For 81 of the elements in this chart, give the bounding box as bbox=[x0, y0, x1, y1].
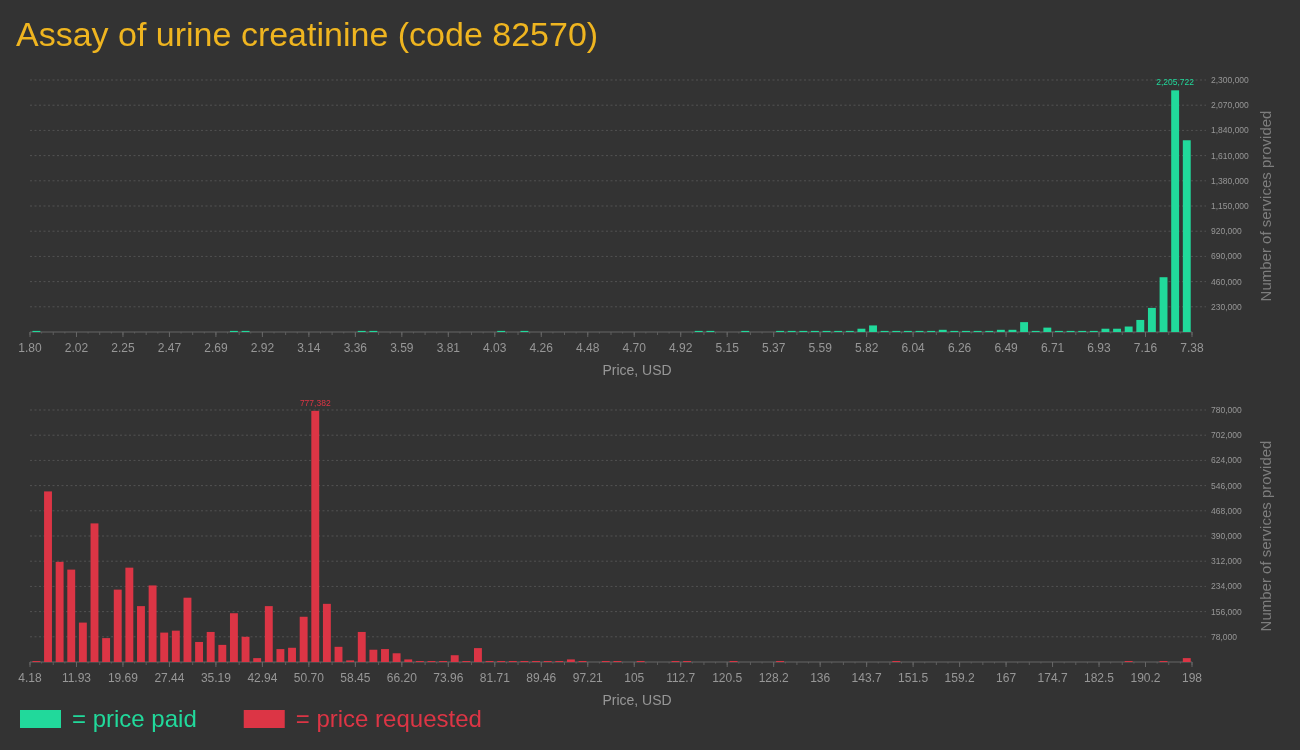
x-tick-label: 5.37 bbox=[762, 341, 786, 355]
x-tick-label: 2.47 bbox=[157, 341, 182, 355]
x-tick-label: 6.26 bbox=[947, 341, 972, 355]
legend-label: = price paid bbox=[72, 705, 197, 732]
chart-title: Assay of urine creatinine (code 82570) bbox=[16, 15, 599, 53]
x-tick-label: 174.7 bbox=[1037, 671, 1068, 685]
y-axis-title: Number of services provided bbox=[1256, 110, 1274, 302]
x-tick-label: 6.04 bbox=[901, 341, 926, 355]
x-tick-label: 97.21 bbox=[572, 671, 604, 685]
x-tick-label: 7.16 bbox=[1133, 341, 1158, 355]
x-tick-label: 89.46 bbox=[526, 671, 557, 685]
y-tick-label: 156,000 bbox=[1211, 606, 1242, 617]
y-tick-label: 1,380,000 bbox=[1211, 175, 1250, 186]
x-tick-label: 35.19 bbox=[200, 671, 232, 685]
x-tick-label: 27.44 bbox=[154, 671, 185, 685]
data-label: 777,382 bbox=[299, 397, 331, 408]
y-tick-label: 624,000 bbox=[1211, 455, 1242, 466]
y-tick-label: 2,300,000 bbox=[1211, 75, 1250, 85]
x-tick-label: 143.7 bbox=[851, 671, 882, 685]
x-axis-title: Price, USD bbox=[602, 692, 672, 708]
x-tick-label: 1.80 bbox=[18, 341, 42, 355]
x-tick-label: 182.5 bbox=[1084, 671, 1115, 685]
y-tick-label: 1,840,000 bbox=[1211, 125, 1250, 136]
x-tick-label: 2.02 bbox=[64, 341, 89, 355]
x-tick-label: 58.45 bbox=[340, 671, 371, 685]
x-tick-label: 19.69 bbox=[107, 671, 139, 685]
y-tick-label: 702,000 bbox=[1211, 430, 1242, 441]
x-tick-label: 159.2 bbox=[944, 671, 975, 685]
x-tick-label: 81.71 bbox=[479, 671, 511, 685]
x-tick-label: 105 bbox=[624, 671, 645, 685]
y-tick-label: 230,000 bbox=[1211, 301, 1242, 312]
y-tick-label: 546,000 bbox=[1211, 480, 1242, 491]
x-tick-label: 6.49 bbox=[994, 341, 1019, 355]
x-tick-label: 136 bbox=[810, 671, 831, 685]
y-tick-label: 2,070,000 bbox=[1211, 100, 1250, 111]
x-tick-label: 198 bbox=[1181, 671, 1203, 685]
x-tick-label: 5.59 bbox=[808, 341, 833, 355]
x-tick-label: 5.82 bbox=[854, 341, 879, 355]
y-tick-label: 78,000 bbox=[1211, 631, 1238, 642]
x-tick-label: 4.26 bbox=[529, 341, 554, 355]
x-tick-label: 6.71 bbox=[1040, 341, 1065, 355]
y-tick-label: 1,610,000 bbox=[1211, 150, 1250, 161]
legend-label: = price requested bbox=[295, 705, 482, 732]
x-tick-label: 4.70 bbox=[622, 341, 647, 355]
x-tick-label: 3.14 bbox=[297, 341, 321, 355]
y-tick-label: 690,000 bbox=[1211, 251, 1242, 262]
y-tick-label: 780,000 bbox=[1211, 405, 1242, 415]
x-tick-label: 4.92 bbox=[669, 341, 693, 355]
x-tick-label: 128.2 bbox=[758, 671, 790, 685]
x-tick-label: 73.96 bbox=[433, 671, 464, 685]
y-tick-label: 920,000 bbox=[1211, 226, 1242, 237]
y-axis-title: Number of services provided bbox=[1256, 440, 1274, 632]
y-tick-label: 460,000 bbox=[1211, 276, 1242, 287]
y-tick-label: 468,000 bbox=[1211, 505, 1242, 516]
x-tick-label: 2.92 bbox=[250, 341, 275, 355]
x-tick-label: 3.36 bbox=[343, 341, 368, 355]
x-axis-title: Price, USD bbox=[602, 362, 672, 378]
x-tick-label: 66.20 bbox=[386, 671, 418, 685]
x-tick-label: 2.25 bbox=[111, 341, 135, 355]
x-tick-label: 112.7 bbox=[666, 671, 696, 685]
x-tick-label: 167 bbox=[996, 671, 1017, 685]
y-tick-label: 312,000 bbox=[1211, 556, 1242, 567]
y-tick-label: 234,000 bbox=[1211, 581, 1242, 592]
x-tick-label: 4.03 bbox=[483, 341, 507, 355]
x-tick-label: 4.48 bbox=[576, 341, 600, 355]
x-tick-label: 190.2 bbox=[1130, 671, 1161, 685]
x-tick-label: 120.5 bbox=[712, 671, 743, 685]
x-tick-label: 4.18 bbox=[18, 671, 42, 685]
y-tick-label: 390,000 bbox=[1211, 531, 1242, 541]
x-tick-label: 3.81 bbox=[436, 341, 461, 355]
data-label: 2,205,722 bbox=[1156, 77, 1195, 88]
x-tick-label: 42.94 bbox=[247, 671, 278, 685]
y-tick-label: 1,150,000 bbox=[1211, 201, 1250, 211]
x-tick-label: 5.15 bbox=[715, 341, 740, 355]
x-tick-label: 2.69 bbox=[204, 341, 228, 355]
x-tick-label: 151.5 bbox=[898, 671, 929, 685]
x-tick-label: 6.93 bbox=[1087, 341, 1112, 355]
x-tick-label: 7.38 bbox=[1180, 341, 1204, 355]
x-tick-label: 3.59 bbox=[390, 341, 414, 355]
x-tick-label: 11.93 bbox=[61, 671, 92, 685]
x-tick-label: 50.70 bbox=[293, 671, 325, 685]
